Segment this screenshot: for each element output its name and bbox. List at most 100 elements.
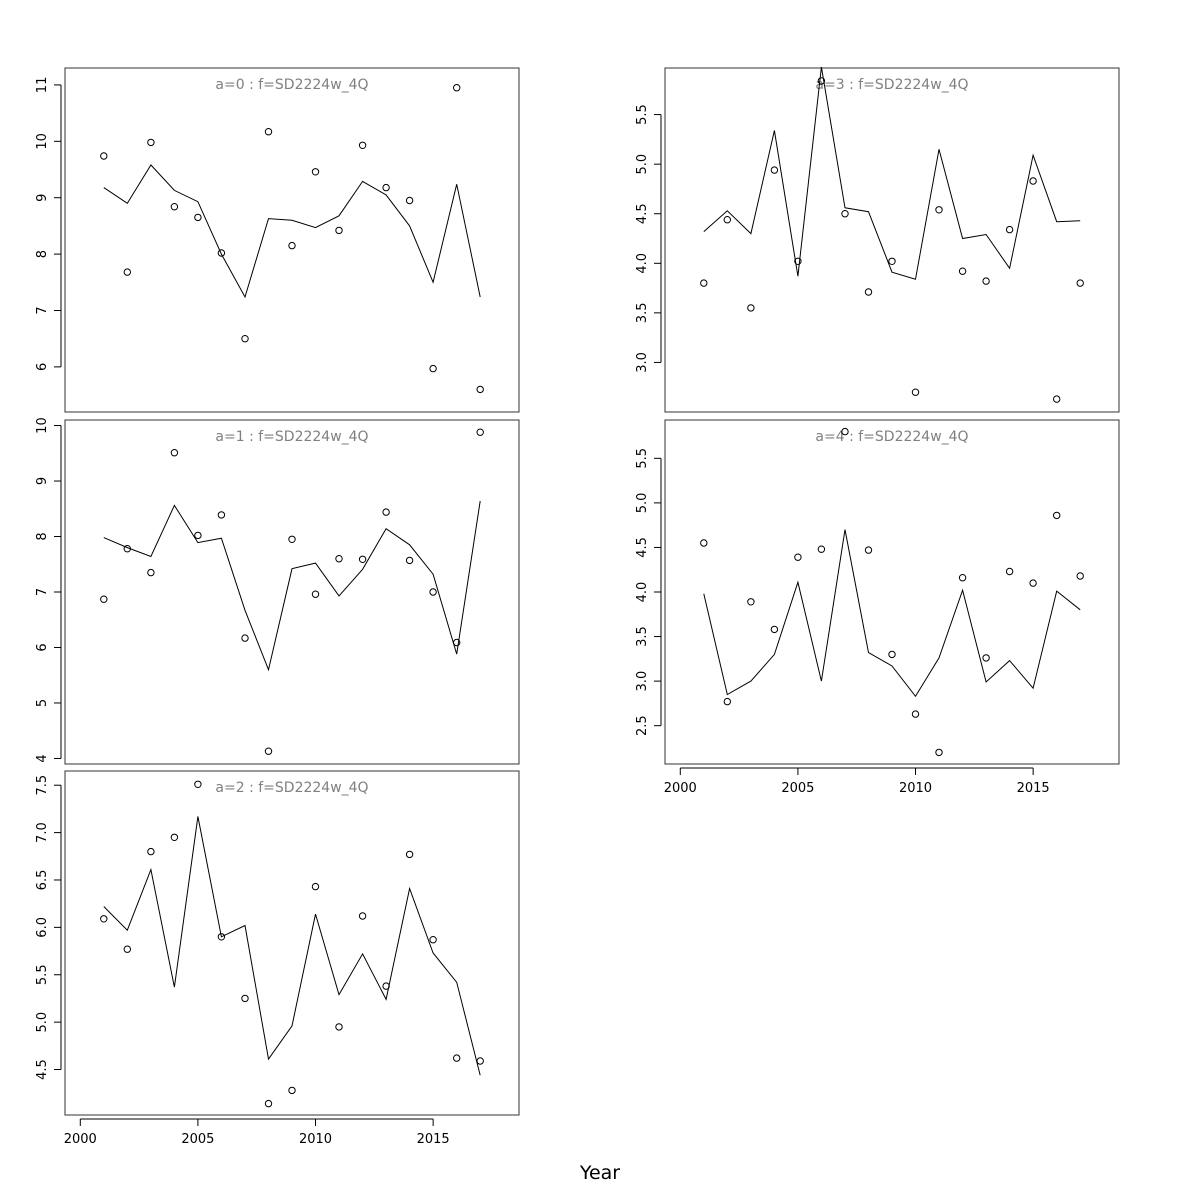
fitted-line — [103, 164, 481, 299]
y-tick-label: 5.5 — [35, 964, 50, 985]
y-tick-label: 10 — [35, 417, 50, 434]
x-tick-label: 2000 — [64, 1132, 97, 1147]
fitted-line — [703, 529, 1081, 698]
x-tick-label: 2005 — [181, 1132, 214, 1147]
y-tick-label: 5.5 — [635, 448, 650, 469]
observed-point — [747, 304, 755, 312]
y-tick-label: 4.5 — [635, 537, 650, 558]
observed-point — [123, 945, 132, 953]
observed-point — [358, 141, 367, 150]
observed-point — [958, 267, 967, 275]
observed-point — [700, 539, 708, 547]
observed-point — [405, 850, 414, 859]
observed-point — [1053, 395, 1061, 403]
observed-point — [288, 535, 296, 543]
observed-point — [476, 385, 484, 394]
observed-point — [382, 508, 390, 516]
observed-point — [170, 449, 179, 457]
observed-point — [700, 279, 708, 287]
observed-point — [453, 638, 461, 647]
x-tick-label: 2015 — [417, 1132, 450, 1147]
observed-point — [147, 847, 155, 856]
observed-point — [841, 210, 849, 218]
fitted-line — [703, 66, 1081, 280]
y-tick-label: 5.5 — [635, 104, 650, 125]
panel-a4: a=4 : f=SD2224w_4Q 2.5 3.0 3.5 4.0 4.5 5.0 5.5 2… — [635, 419, 1120, 796]
observed-point — [864, 546, 873, 554]
observed-point — [147, 138, 155, 147]
observed-point — [911, 710, 920, 718]
y-tick-label: 4.0 — [635, 582, 650, 603]
observed-point — [888, 650, 896, 659]
y-tick-label: 5 — [35, 699, 50, 707]
observed-point — [382, 183, 390, 192]
observed-point — [241, 634, 249, 642]
y-tick-label: 11 — [35, 77, 50, 94]
fitted-line — [103, 500, 481, 672]
observed-point — [817, 77, 826, 85]
observed-point — [100, 152, 108, 160]
observed-point — [288, 1086, 296, 1095]
panel-frame — [664, 67, 1120, 413]
y-tick-label: 6.5 — [35, 870, 50, 891]
y-tick-label: 8 — [35, 532, 50, 540]
observed-point — [888, 257, 896, 265]
observed-point — [241, 994, 249, 1003]
observed-point — [1029, 579, 1037, 587]
panel-a1: a=1 : f=SD2224w_4Q 4 5 6 7 8 9 10 — [35, 417, 520, 765]
observed-point — [217, 511, 226, 519]
y-tick-label: 4.5 — [35, 1059, 50, 1080]
y-tick-label: 5.0 — [635, 154, 650, 175]
panel-title: a=2 : f=SD2224w_4Q — [215, 780, 368, 796]
y-tick-label: 4.0 — [635, 253, 650, 274]
panel-title: a=1 : f=SD2224w_4Q — [215, 429, 368, 445]
y-tick-label: 5.0 — [635, 493, 650, 514]
fitted-line — [103, 816, 481, 1076]
observed-point — [429, 936, 437, 944]
observed-point — [358, 912, 367, 920]
y-tick-label: 8 — [35, 250, 50, 258]
observed-point — [147, 568, 155, 577]
observed-point — [170, 833, 179, 841]
y-tick-label: 10 — [35, 133, 50, 150]
observed-point — [405, 196, 414, 205]
observed-point — [453, 1054, 461, 1062]
x-tick-label: 2005 — [781, 781, 814, 796]
observed-point — [335, 226, 343, 235]
panel-frame — [64, 770, 520, 1116]
observed-point — [429, 364, 437, 373]
y-tick-label: 9 — [35, 194, 50, 202]
observed-point — [1005, 567, 1014, 576]
observed-point — [264, 1099, 273, 1108]
observed-point — [217, 933, 226, 941]
observed-point — [841, 427, 849, 436]
y-tick-label: 4.5 — [635, 203, 650, 224]
y-tick-label: 6 — [35, 643, 50, 651]
observed-point — [100, 595, 108, 603]
panel-frame — [664, 419, 1120, 765]
observed-point — [476, 428, 484, 436]
observed-point — [1076, 279, 1084, 287]
x-tick-label: 2015 — [1017, 781, 1050, 796]
observed-point — [335, 1023, 343, 1031]
observed-point — [453, 84, 461, 92]
observed-point — [911, 388, 920, 396]
observed-point — [982, 654, 990, 662]
panel-frame — [64, 419, 520, 765]
observed-point — [335, 555, 343, 563]
y-tick-label: 2.5 — [635, 715, 650, 736]
panel-a2: a=2 : f=SD2224w_4Q 4.5 5.0 5.5 6.0 6.5 7.0 7.5 2… — [35, 770, 520, 1147]
observed-point — [311, 590, 320, 598]
observed-point — [864, 288, 873, 296]
observed-point — [264, 128, 273, 136]
y-tick-label: 9 — [35, 477, 50, 485]
observed-point — [476, 1057, 484, 1065]
observed-point — [723, 216, 731, 224]
observed-point — [311, 882, 320, 891]
x-tick-label: 2010 — [899, 781, 932, 796]
observed-point — [1005, 225, 1014, 234]
observed-point — [958, 574, 967, 582]
observed-point — [264, 747, 273, 755]
y-tick-label: 3.5 — [635, 626, 650, 647]
